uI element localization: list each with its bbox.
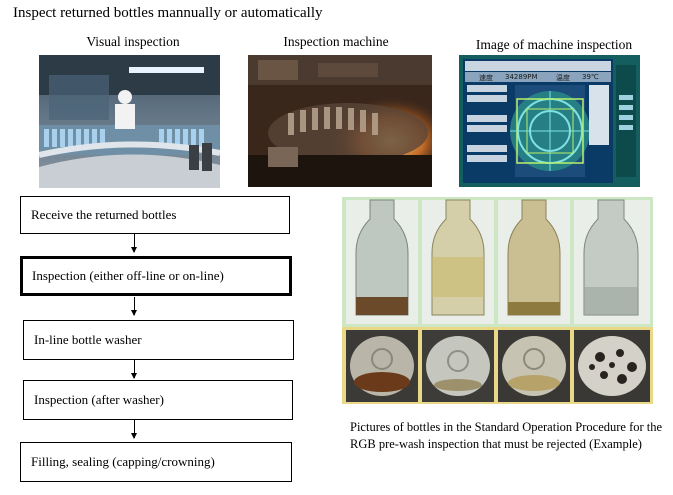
page-title: Inspect returned bottles mannually or au… — [13, 5, 323, 21]
machine-inspection-screen-photo: 速度 34289PM 温度 39℃ — [459, 55, 640, 187]
flow-step-filling-sealing: Filling, sealing (capping/crowning) — [20, 442, 292, 482]
flow-arrow-1 — [131, 234, 137, 253]
flow-arrow-4 — [131, 420, 137, 439]
screen-label-speed: 速度 — [479, 74, 493, 82]
flow-step-washer: In-line bottle washer — [23, 320, 294, 360]
caption-visual-inspection: Visual inspection — [86, 34, 180, 49]
flow-arrow-3 — [131, 360, 137, 379]
rejected-bottles-caption: Pictures of bottles in the Standard Oper… — [350, 420, 663, 451]
screen-label-temp: 温度 — [556, 74, 570, 82]
inspection-machine-photo — [248, 55, 432, 187]
screen-value-speed: 34289PM — [505, 73, 538, 81]
caption-inspection-machine: Inspection machine — [283, 34, 389, 49]
flow-step-receive: Receive the returned bottles — [20, 196, 290, 234]
flow-arrow-2 — [131, 297, 137, 316]
rejected-bottles-photo-grid — [342, 197, 653, 404]
visual-inspection-photo — [39, 55, 220, 188]
flow-step-inspection-after-washer: Inspection (after washer) — [23, 380, 293, 420]
flow-step-inspection: Inspection (either off-line or on-line) — [20, 256, 292, 296]
screen-value-temp: 39℃ — [582, 73, 599, 81]
caption-machine-image: Image of machine inspection — [475, 37, 633, 52]
